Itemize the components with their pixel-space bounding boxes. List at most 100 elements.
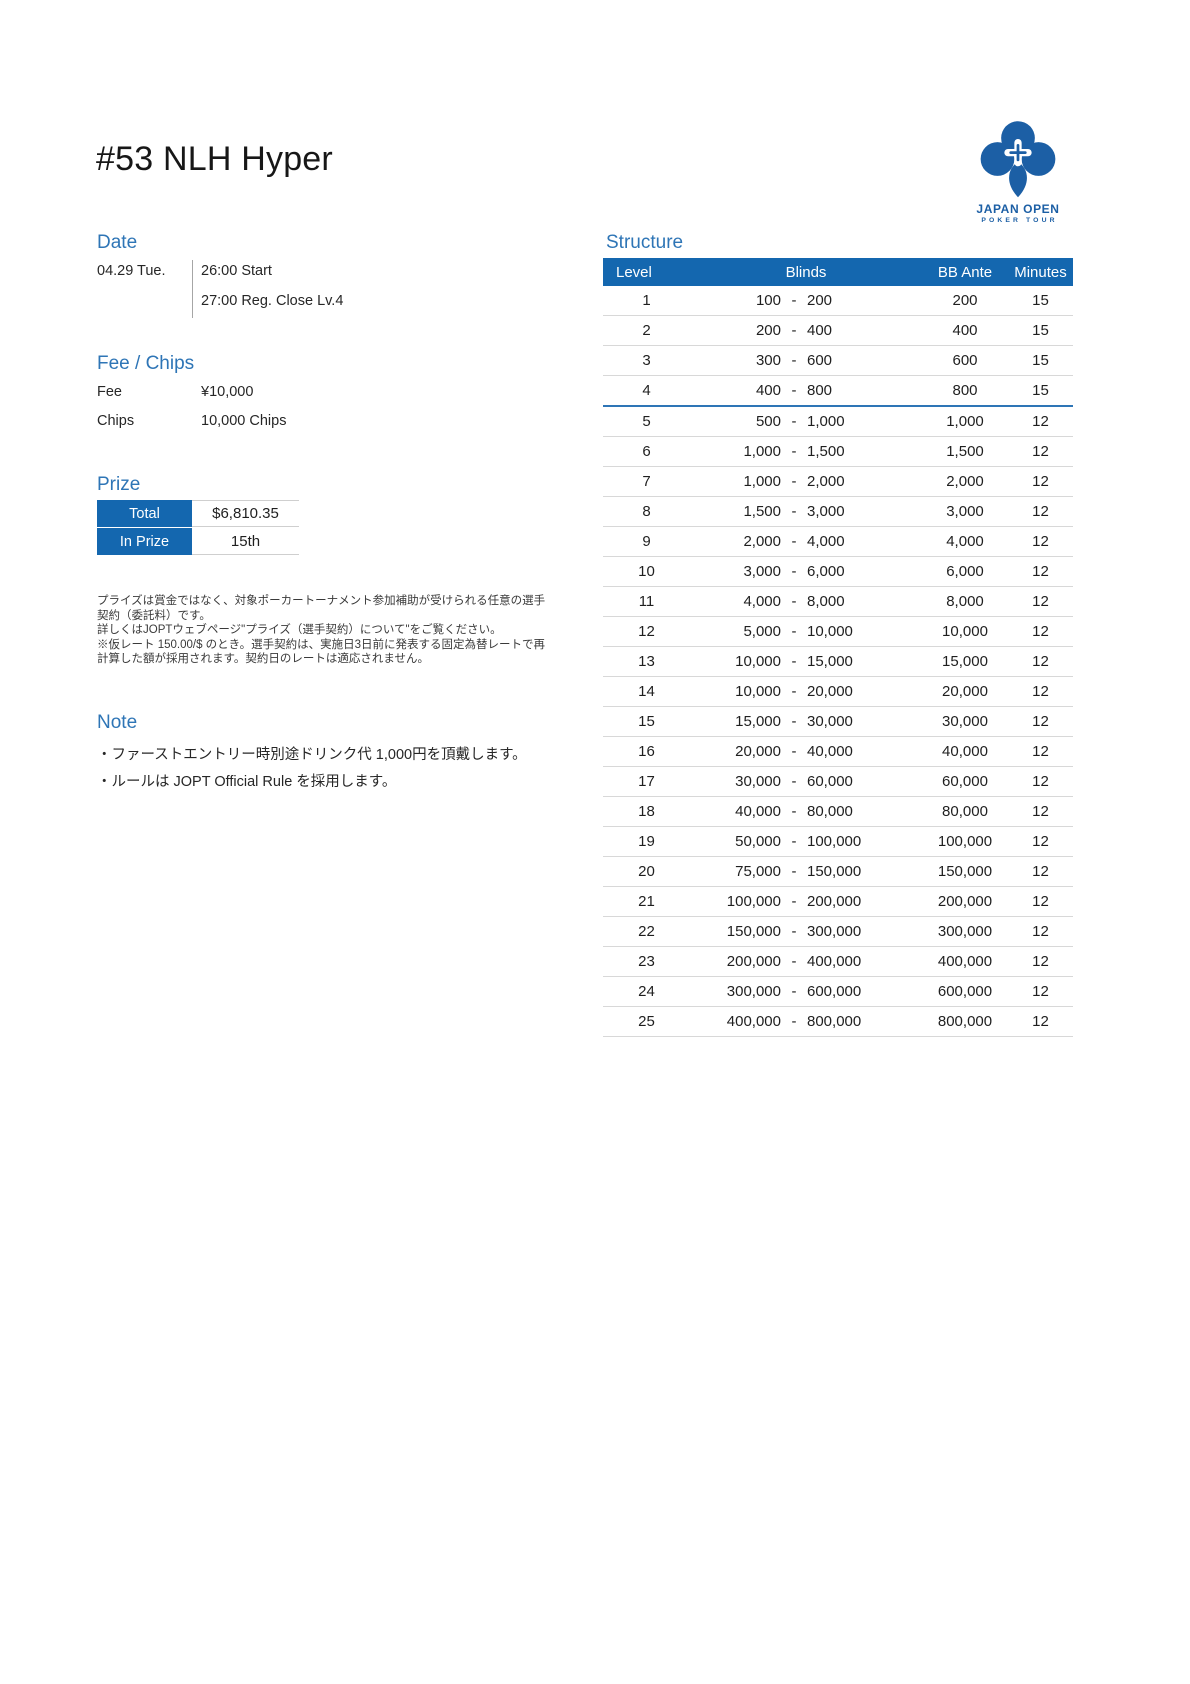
- table-row: 1 100-200 200 15: [603, 286, 1073, 316]
- bb-ante-cell: 150,000: [922, 856, 1008, 887]
- bb-ante-cell: 800,000: [922, 1006, 1008, 1037]
- prize-inprize-label: In Prize: [97, 528, 192, 555]
- prize-table: Total $6,810.35 In Prize 15th: [97, 500, 300, 556]
- bb-ante-cell: 4,000: [922, 526, 1008, 557]
- bb-ante-cell: 600,000: [922, 976, 1008, 1007]
- table-row: 20 75,000-150,000 150,000 12: [603, 856, 1073, 887]
- big-blind: 80,000: [807, 803, 853, 820]
- big-blind: 800,000: [807, 1013, 862, 1030]
- structure-table: Level Blinds BB Ante Minutes 1 100-200 2…: [603, 258, 1073, 1037]
- logo-text-japan-open: JAPAN OPEN: [976, 202, 1060, 216]
- big-blind: 8,000: [807, 593, 845, 610]
- minutes-cell: 12: [1008, 976, 1073, 1007]
- minutes-cell: 12: [1008, 706, 1073, 737]
- jopt-logo: JAPAN OPEN POKER TOUR: [966, 118, 1070, 224]
- level-cell: 22: [603, 916, 690, 947]
- blinds-cell: 500-1,000: [690, 406, 922, 437]
- bb-ante-cell: 100,000: [922, 826, 1008, 857]
- small-blind: 20,000: [735, 743, 781, 760]
- blinds-cell: 20,000-40,000: [690, 736, 922, 767]
- note-heading: Note: [97, 712, 138, 733]
- table-row: 24 300,000-600,000 600,000 12: [603, 976, 1073, 1007]
- date-divider: [192, 260, 193, 318]
- level-cell: 12: [603, 616, 690, 647]
- structure-table-header: Level Blinds BB Ante Minutes: [603, 258, 1073, 286]
- big-blind: 6,000: [807, 563, 845, 580]
- bb-ante-cell: 15,000: [922, 646, 1008, 677]
- note-item: ・ルールは JOPT Official Rule を採用します。: [97, 774, 397, 790]
- bb-ante-cell: 10,000: [922, 616, 1008, 647]
- blinds-dash: -: [791, 833, 797, 850]
- disclaimer-line: ※仮レート 150.00/$ のとき。選手契約は、実施日3日前に発表する固定為替…: [97, 638, 545, 666]
- page-title: #53 NLH Hyper: [96, 140, 333, 178]
- big-blind: 10,000: [807, 623, 853, 640]
- disclaimer-line: プライズは賞金ではなく、対象ポーカートーナメント参加補助が受けられる任意の選手契…: [97, 595, 546, 622]
- table-row: 25 400,000-800,000 800,000 12: [603, 1006, 1073, 1037]
- small-blind: 50,000: [735, 833, 781, 850]
- small-blind: 200,000: [726, 953, 781, 970]
- blinds-dash: -: [791, 443, 797, 460]
- minutes-cell: 12: [1008, 616, 1073, 647]
- level-cell: 6: [603, 436, 690, 467]
- minutes-cell: 12: [1008, 676, 1073, 707]
- small-blind: 10,000: [735, 683, 781, 700]
- table-row: 23 200,000-400,000 400,000 12: [603, 946, 1073, 977]
- reg-close-time: 27:00 Reg. Close Lv.4: [201, 293, 344, 309]
- table-row: 7 1,000-2,000 2,000 12: [603, 466, 1073, 497]
- chips-label: Chips: [97, 413, 135, 429]
- table-row: 9 2,000-4,000 4,000 12: [603, 526, 1073, 557]
- big-blind: 600: [807, 352, 833, 369]
- fee-value: ¥10,000: [201, 384, 254, 400]
- big-blind: 600,000: [807, 983, 862, 1000]
- blinds-dash: -: [791, 292, 797, 309]
- disclaimer-line: 詳しくはJOPTウェブページ"プライズ（選手契約）について"をご覧ください。: [97, 624, 502, 637]
- minutes-cell: 12: [1008, 826, 1073, 857]
- small-blind: 10,000: [735, 653, 781, 670]
- blinds-cell: 5,000-10,000: [690, 616, 922, 647]
- blinds-dash: -: [791, 413, 797, 430]
- blinds-dash: -: [791, 623, 797, 640]
- level-cell: 4: [603, 375, 690, 407]
- bb-ante-cell: 200,000: [922, 886, 1008, 917]
- level-cell: 9: [603, 526, 690, 557]
- minutes-cell: 12: [1008, 1006, 1073, 1037]
- small-blind: 15,000: [735, 713, 781, 730]
- table-row: 18 40,000-80,000 80,000 12: [603, 796, 1073, 827]
- small-blind: 2,000: [743, 533, 781, 550]
- jopt-club-icon: [980, 121, 1056, 198]
- date-value: 04.29 Tue.: [97, 263, 166, 279]
- level-cell: 11: [603, 586, 690, 617]
- big-blind: 2,000: [807, 473, 845, 490]
- bb-ante-cell: 20,000: [922, 676, 1008, 707]
- level-cell: 3: [603, 345, 690, 376]
- prize-inprize-row: In Prize 15th: [97, 528, 300, 555]
- small-blind: 500: [755, 413, 781, 430]
- small-blind: 300,000: [726, 983, 781, 1000]
- blinds-dash: -: [791, 683, 797, 700]
- bb-ante-cell: 2,000: [922, 466, 1008, 497]
- blinds-cell: 100-200: [690, 286, 922, 316]
- small-blind: 5,000: [743, 623, 781, 640]
- big-blind: 1,000: [807, 413, 845, 430]
- prize-inprize-value: 15th: [192, 528, 299, 555]
- minutes-cell: 15: [1008, 315, 1073, 346]
- bb-ante-cell: 200: [922, 286, 1008, 316]
- blinds-cell: 4,000-8,000: [690, 586, 922, 617]
- big-blind: 15,000: [807, 653, 853, 670]
- blinds-dash: -: [791, 863, 797, 880]
- big-blind: 800: [807, 382, 833, 399]
- table-row: 12 5,000-10,000 10,000 12: [603, 616, 1073, 647]
- big-blind: 100,000: [807, 833, 862, 850]
- blinds-dash: -: [791, 322, 797, 339]
- bb-ante-cell: 40,000: [922, 736, 1008, 767]
- minutes-cell: 12: [1008, 946, 1073, 977]
- note-item: ・ファーストエントリー時別途ドリンク代 1,000円を頂戴します。: [97, 747, 527, 763]
- blinds-dash: -: [791, 382, 797, 399]
- level-cell: 2: [603, 315, 690, 346]
- level-cell: 10: [603, 556, 690, 587]
- level-cell: 5: [603, 406, 690, 437]
- table-row: 3 300-600 600 15: [603, 345, 1073, 376]
- small-blind: 100,000: [726, 893, 781, 910]
- blinds-cell: 150,000-300,000: [690, 916, 922, 947]
- level-cell: 19: [603, 826, 690, 857]
